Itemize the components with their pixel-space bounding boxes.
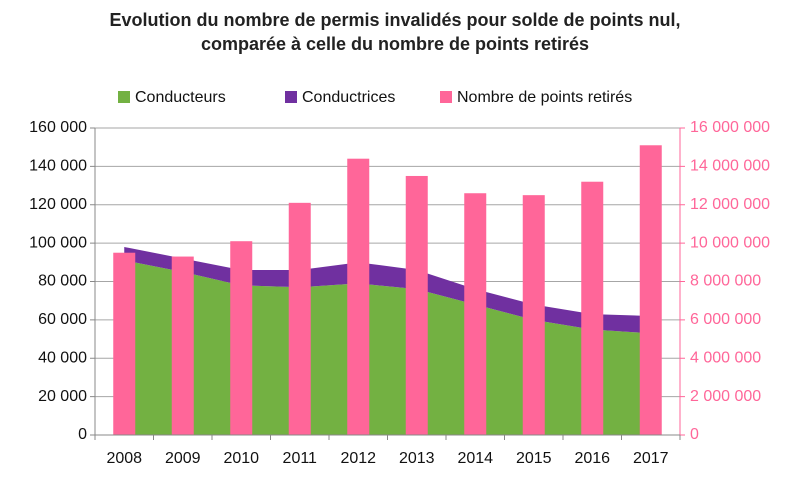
legend-label: Nombre de points retirés: [457, 89, 632, 106]
bar: [522, 195, 545, 435]
x-tick-label: 2015: [516, 450, 552, 467]
area: [124, 260, 651, 435]
area: [124, 246, 651, 334]
x-tick-label: 2011: [283, 450, 318, 467]
bar: [113, 252, 136, 435]
y-tick-label: 160 000: [29, 119, 87, 136]
y2-tick-label: 0: [690, 426, 699, 443]
x-tick-label: 2009: [165, 450, 201, 467]
y-tick-label: 20 000: [38, 388, 87, 405]
chart-title: Evolution du nombre de permis invalidés …: [109, 10, 681, 54]
y2-tick-label: 12 000 000: [690, 196, 770, 213]
x-tick-label: 2014: [457, 450, 493, 467]
bar: [639, 145, 662, 436]
y-tick-label: 100 000: [29, 234, 87, 251]
y2-tick-label: 2 000 000: [690, 388, 761, 405]
bar: [288, 202, 311, 435]
legend-label: Conductrices: [302, 89, 395, 106]
legend-label: Conducteurs: [135, 89, 226, 106]
y2-tick-label: 14 000 000: [690, 158, 770, 175]
y-tick-label: 120 000: [29, 196, 87, 213]
x-tick-label: 2017: [633, 450, 669, 467]
y-tick-label: 140 000: [29, 158, 87, 175]
bar: [405, 175, 428, 435]
legend-swatch: [285, 91, 297, 103]
legend-swatch: [440, 91, 452, 103]
y2-tick-label: 10 000 000: [690, 234, 770, 251]
y2-tick-label: 8 000 000: [690, 273, 761, 290]
bar: [347, 158, 370, 435]
y-tick-label: 60 000: [38, 311, 87, 328]
bar: [464, 193, 487, 435]
x-tick-label: 2010: [223, 450, 259, 467]
bar: [171, 256, 194, 435]
legend-swatch: [118, 91, 130, 103]
x-tick-label: 2008: [106, 450, 142, 467]
y2-tick-label: 4 000 000: [690, 349, 761, 366]
y-tick-label: 0: [78, 426, 87, 443]
bar: [230, 241, 253, 435]
x-tick-label: 2016: [574, 450, 610, 467]
y-tick-label: 80 000: [38, 273, 87, 290]
x-tick-label: 2012: [340, 450, 376, 467]
y2-tick-label: 6 000 000: [690, 311, 761, 328]
y-tick-label: 40 000: [38, 349, 87, 366]
x-tick-label: 2013: [399, 450, 435, 467]
y2-tick-label: 16 000 000: [690, 119, 770, 136]
bar: [581, 181, 604, 435]
